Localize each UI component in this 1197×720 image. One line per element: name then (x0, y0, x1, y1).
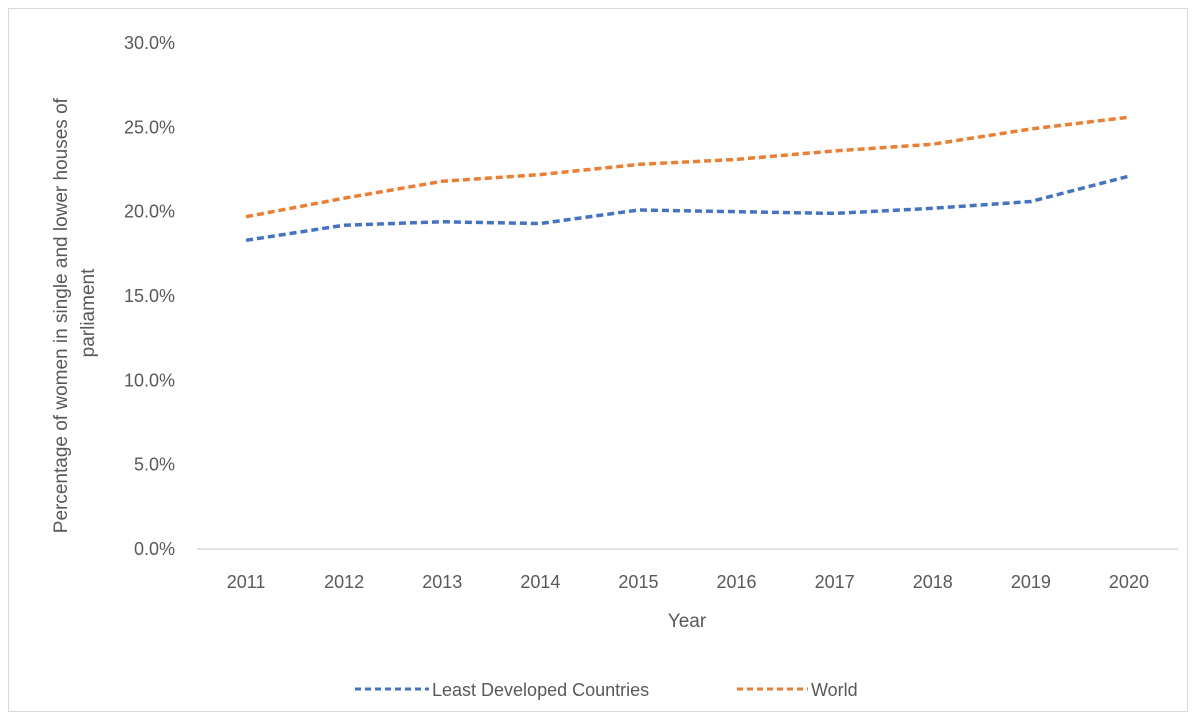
y-axis-tick-labels: 0.0% 5.0% 10.0% 15.0% 20.0% 25.0% 30.0% (124, 33, 175, 559)
data-point-least-developed-countries[interactable] (732, 207, 742, 217)
legend: Least Developed Countries World (355, 680, 858, 700)
x-tick-label: 2014 (520, 572, 560, 592)
x-tick-label: 2018 (913, 572, 953, 592)
data-point-world[interactable] (339, 193, 349, 203)
data-point-least-developed-countries[interactable] (1026, 197, 1036, 207)
x-tick-label: 2016 (717, 572, 757, 592)
legend-label-least-developed-countries: Least Developed Countries (432, 680, 649, 700)
series-points-least-developed-countries (241, 171, 1134, 245)
y-tick-label: 25.0% (124, 117, 175, 137)
y-axis-title: Percentage of women in single and lower … (51, 93, 99, 533)
series-line-world[interactable] (245, 115, 1130, 219)
data-point-world[interactable] (535, 170, 545, 180)
y-tick-label: 20.0% (124, 202, 175, 222)
x-tick-label: 2020 (1109, 572, 1149, 592)
legend-item-least-developed-countries[interactable]: Least Developed Countries (355, 680, 649, 700)
data-point-world[interactable] (241, 212, 251, 222)
data-point-world[interactable] (1026, 124, 1036, 134)
series-line-least-developed-countries[interactable] (245, 174, 1130, 243)
data-point-least-developed-countries[interactable] (437, 217, 447, 227)
x-tick-label: 2015 (618, 572, 658, 592)
data-point-least-developed-countries[interactable] (535, 218, 545, 228)
data-point-least-developed-countries[interactable] (633, 205, 643, 215)
y-tick-label: 15.0% (124, 286, 175, 306)
y-tick-label: 30.0% (124, 33, 175, 53)
x-tick-label: 2012 (324, 572, 364, 592)
data-point-world[interactable] (1124, 112, 1134, 122)
y-axis-title-line-2: parliament (78, 268, 99, 357)
data-point-least-developed-countries[interactable] (928, 203, 938, 213)
x-tick-label: 2017 (815, 572, 855, 592)
x-tick-label: 2019 (1011, 572, 1051, 592)
y-tick-label: 10.0% (124, 370, 175, 390)
data-point-least-developed-countries[interactable] (241, 235, 251, 245)
x-tick-label: 2011 (227, 572, 266, 592)
data-point-least-developed-countries[interactable] (830, 208, 840, 218)
x-tick-label: 2013 (422, 572, 462, 592)
x-axis-title: Year (668, 611, 707, 632)
x-axis-tick-labels: 2011 2012 2013 2014 2015 2016 2017 2018 2019 2020 (227, 572, 1149, 592)
data-point-world[interactable] (633, 159, 643, 169)
chart-frame (8, 8, 1188, 712)
y-tick-label: 5.0% (134, 455, 175, 475)
data-point-least-developed-countries[interactable] (339, 220, 349, 230)
y-axis-title-line-1: Percentage of women in single and lower … (51, 97, 72, 533)
legend-label-world: World (811, 680, 858, 700)
data-point-world[interactable] (830, 146, 840, 156)
data-point-world[interactable] (928, 139, 938, 149)
legend-item-world[interactable]: World (737, 680, 858, 700)
data-point-world[interactable] (732, 154, 742, 164)
data-point-least-developed-countries[interactable] (1124, 171, 1134, 181)
series-lines (241, 112, 1134, 245)
series-points-world (241, 112, 1134, 222)
data-point-world[interactable] (437, 176, 447, 186)
y-tick-label: 0.0% (134, 539, 175, 559)
